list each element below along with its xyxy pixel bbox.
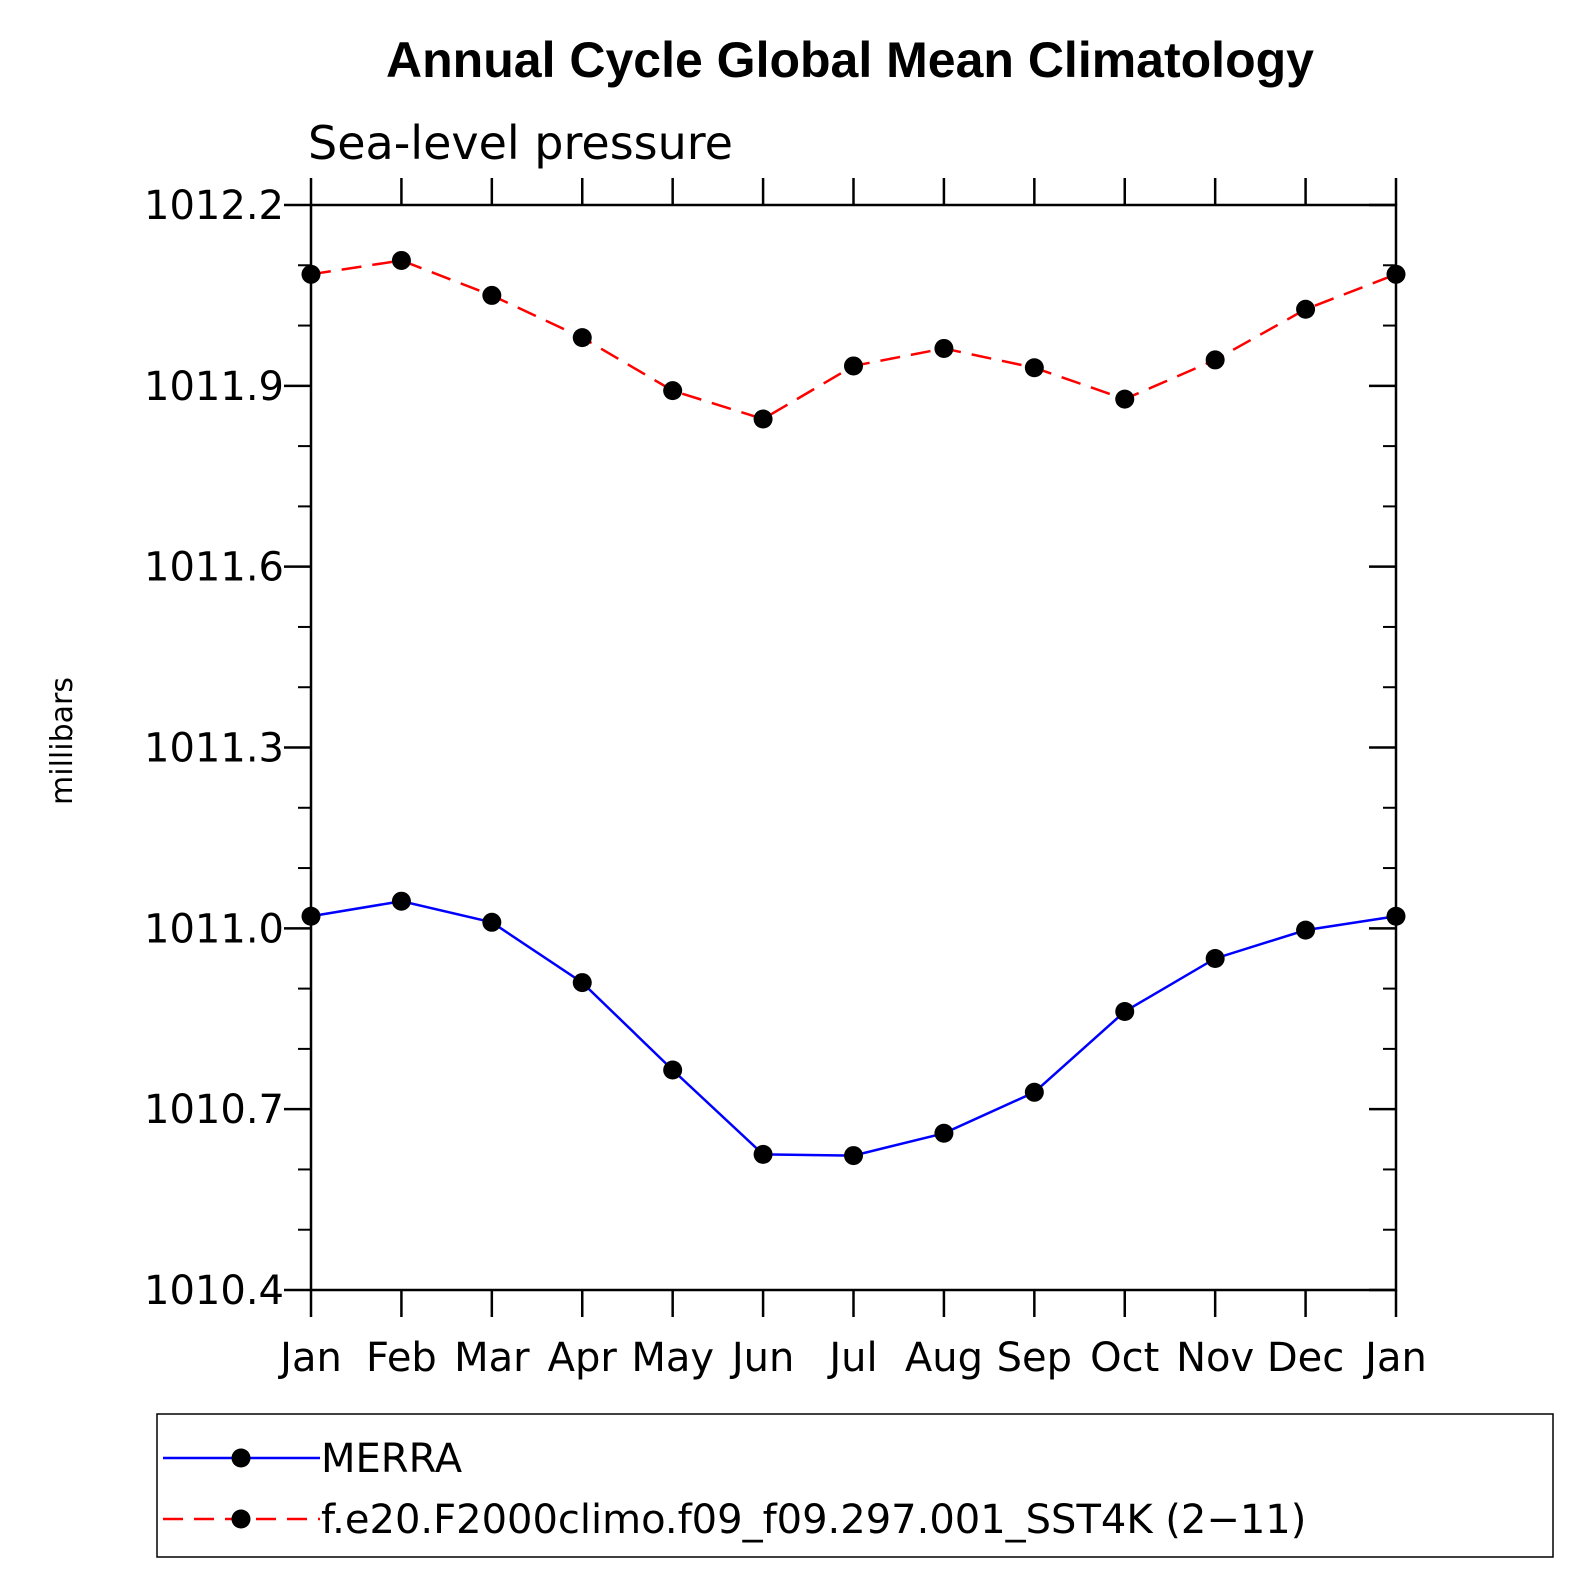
axis-tick-labels: Jan Feb Mar Apr May Jun Jul Aug Sep Oct Nov Dec Jan 1… <box>144 183 1427 1381</box>
x-tick-label: Jan <box>1362 1335 1427 1381</box>
y-tick-label: 1012.2 <box>144 183 284 229</box>
legend: MERRA f.e20.F2000climo.f09_f09.297.001_SS… <box>163 1436 1306 1543</box>
series-line-2 <box>310 259 1397 421</box>
series-1-point <box>1024 1082 1044 1102</box>
y-tick-label: 1010.7 <box>144 1087 284 1133</box>
y-tick-label: 1011.0 <box>144 906 284 952</box>
series-2-point <box>934 338 954 358</box>
series-2-point <box>753 409 773 429</box>
chart-title: Annual Cycle Global Mean Climatology <box>386 32 1314 88</box>
series-1-point <box>482 912 502 932</box>
series-2-point <box>482 285 502 305</box>
x-tick-label: Feb <box>366 1335 437 1381</box>
y-tick-label: 1010.4 <box>144 1268 284 1314</box>
series-2-point <box>1296 299 1316 319</box>
x-tick-label: Oct <box>1090 1335 1159 1381</box>
x-tick-label: Sep <box>997 1335 1072 1381</box>
series-2-point <box>1386 264 1406 284</box>
axis-ticks <box>284 178 1398 1317</box>
x-tick-label: Mar <box>454 1335 530 1381</box>
series-1-point <box>934 1123 954 1143</box>
x-tick-label: Apr <box>548 1335 618 1381</box>
series-2-point <box>572 328 592 348</box>
legend-marker-1 <box>231 1448 251 1468</box>
x-tick-label: Dec <box>1267 1335 1344 1381</box>
y-axis-label: millibars <box>45 677 80 805</box>
series-line-1 <box>310 899 1397 1157</box>
series-2-point <box>1115 389 1135 409</box>
legend-label-2: f.e20.F2000climo.f09_f09.297.001_SST4K (… <box>321 1497 1306 1543</box>
chart-subtitle: Sea-level pressure <box>308 116 733 170</box>
series-1-point <box>391 891 411 911</box>
series-2-point <box>844 356 863 376</box>
x-tick-label: May <box>631 1335 714 1381</box>
series-2-point <box>1024 358 1044 378</box>
y-tick-label: 1011.9 <box>144 364 284 410</box>
legend-box <box>156 1413 1554 1558</box>
y-tick-label: 1011.6 <box>144 545 284 591</box>
series-1-point <box>844 1146 863 1166</box>
series-2-point <box>1205 350 1225 370</box>
series-1-point <box>663 1060 683 1080</box>
series-1-point <box>572 973 592 993</box>
series-1-point <box>1296 920 1316 940</box>
x-tick-label: Jan <box>277 1335 342 1381</box>
series-1-point <box>1205 948 1225 968</box>
series-1-point <box>1115 1002 1135 1022</box>
x-tick-label: Jul <box>826 1335 877 1381</box>
legend-label-1: MERRA <box>321 1436 463 1482</box>
series-2-point <box>663 381 683 401</box>
x-tick-label: Nov <box>1176 1335 1254 1381</box>
series-1-point <box>753 1144 773 1164</box>
series-1-point <box>1386 906 1406 926</box>
series-2-point <box>391 250 411 270</box>
x-tick-label: Aug <box>905 1335 983 1381</box>
y-tick-label: 1011.3 <box>144 726 284 772</box>
legend-marker-2 <box>231 1509 251 1529</box>
series-1-point <box>301 906 321 926</box>
series-layer <box>301 250 1406 1166</box>
x-tick-label: Jun <box>729 1335 795 1381</box>
series-2-point <box>301 264 321 284</box>
